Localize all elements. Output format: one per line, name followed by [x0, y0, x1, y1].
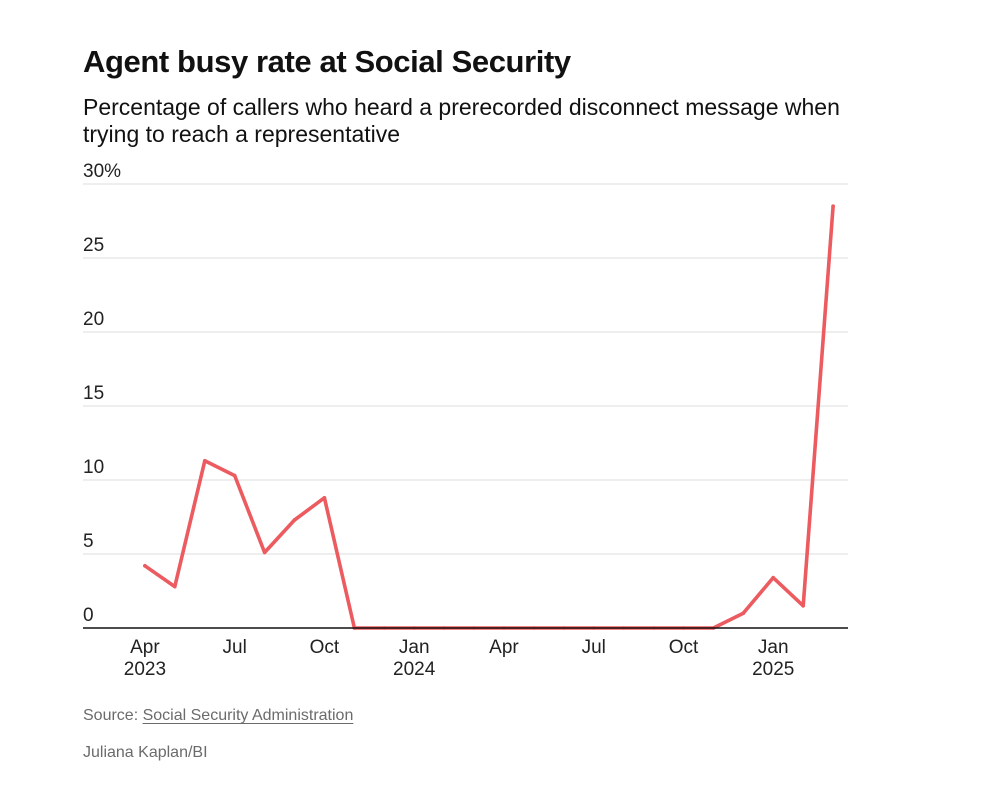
y-tick-label: 20: [83, 309, 104, 330]
y-tick-label: 25: [83, 235, 104, 256]
x-tick-year-label: 2025: [752, 659, 794, 680]
y-tick-label: 30%: [83, 161, 121, 182]
gridlines: [83, 183, 848, 555]
y-tick-label: 5: [83, 531, 94, 552]
data-point: [831, 204, 835, 208]
data-point: [741, 611, 746, 615]
data-point: [262, 550, 267, 555]
source-prefix: Source:: [83, 707, 143, 724]
x-tick-label: Apr: [489, 637, 519, 658]
chart-subtitle: Percentage of callers who heard a prerec…: [83, 94, 840, 147]
chart-title: Agent busy rate at Social Security: [83, 44, 571, 79]
x-tick-year-label: 2024: [393, 659, 436, 680]
data-point: [292, 518, 297, 522]
y-axis-ticks: 0 5 10 15 20 25 30%: [83, 161, 121, 626]
x-tick-label: Jan: [758, 637, 789, 658]
source-note: Source: Social Security Administration: [83, 707, 353, 725]
x-tick-label: Jul: [582, 637, 606, 658]
x-tick-year-label: 2023: [124, 659, 166, 680]
data-point: [801, 604, 805, 608]
data-point: [232, 473, 237, 478]
y-tick-label: 10: [83, 457, 104, 478]
y-tick-label: 15: [83, 383, 104, 404]
credit-line: Juliana Kaplan/BI: [83, 744, 208, 761]
x-tick-label: Jul: [223, 637, 247, 658]
x-tick-label: Oct: [310, 637, 340, 658]
data-point: [173, 584, 177, 589]
source-link[interactable]: Social Security Administration: [142, 707, 354, 724]
data-point: [771, 575, 776, 580]
x-tick-label: Jan: [399, 637, 430, 658]
x-tick-label: Oct: [669, 637, 699, 658]
series-line: [143, 204, 835, 630]
series-line-layer: [143, 204, 835, 630]
data-point: [202, 458, 207, 463]
x-tick-label: Apr: [130, 637, 160, 658]
data-point: [143, 564, 147, 568]
y-tick-label: 0: [83, 605, 94, 626]
data-point: [322, 495, 327, 500]
